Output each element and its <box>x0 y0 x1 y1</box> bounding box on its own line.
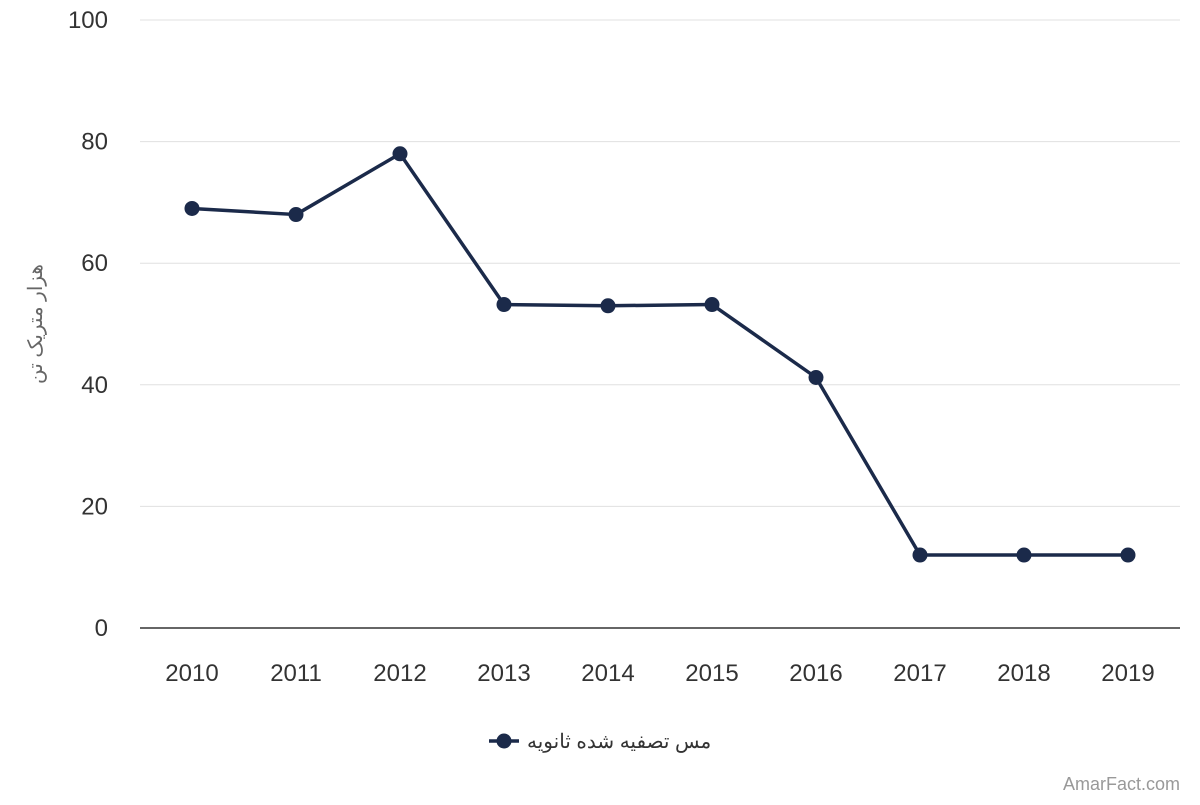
grid-lines <box>140 19 1180 507</box>
y-tick-label: 100 <box>68 7 108 34</box>
x-tick-label: 2016 <box>789 660 842 687</box>
data-point[interactable] <box>1016 547 1032 563</box>
x-tick-label: 2019 <box>1101 660 1154 687</box>
data-point[interactable] <box>392 146 408 162</box>
y-tick-label: 40 <box>81 372 108 399</box>
data-point[interactable] <box>288 207 304 223</box>
x-tick-label: 2012 <box>373 660 426 687</box>
legend-dot-marker <box>496 733 512 749</box>
x-tick-label: 2018 <box>997 660 1050 687</box>
x-tick-label: 2014 <box>581 660 634 687</box>
data-point[interactable] <box>496 297 512 313</box>
data-point[interactable] <box>808 370 824 386</box>
y-tick-label: 80 <box>81 129 108 156</box>
data-point[interactable] <box>1120 547 1136 563</box>
x-tick-label: 2011 <box>270 660 322 687</box>
x-tick-label: 2015 <box>685 660 738 687</box>
series-line <box>191 152 1128 557</box>
x-tick-label: 2010 <box>165 660 218 687</box>
data-point[interactable] <box>600 298 616 314</box>
watermark: AmarFact.com <box>1063 774 1180 794</box>
legend[interactable]: مس تصفیه شده ثانویه <box>489 731 711 753</box>
x-tick-label: 2013 <box>477 660 530 687</box>
x-axis-ticks: 2010 2011 2012 2013 2014 2015 2016 2017 2018 2019 <box>165 660 1154 687</box>
x-tick-label: 2017 <box>893 660 946 687</box>
y-tick-label: 0 <box>95 615 108 642</box>
data-point[interactable] <box>912 547 928 563</box>
data-point[interactable] <box>184 200 200 216</box>
data-point[interactable] <box>704 297 720 313</box>
y-axis-ticks: 0 20 40 60 80 100 <box>68 7 108 642</box>
y-tick-label: 20 <box>81 493 108 520</box>
series-layer <box>184 146 1136 563</box>
y-axis-label: هزار متریک تن <box>25 264 47 384</box>
y-tick-label: 60 <box>81 250 108 277</box>
legend-label: مس تصفیه شده ثانویه <box>527 731 711 753</box>
